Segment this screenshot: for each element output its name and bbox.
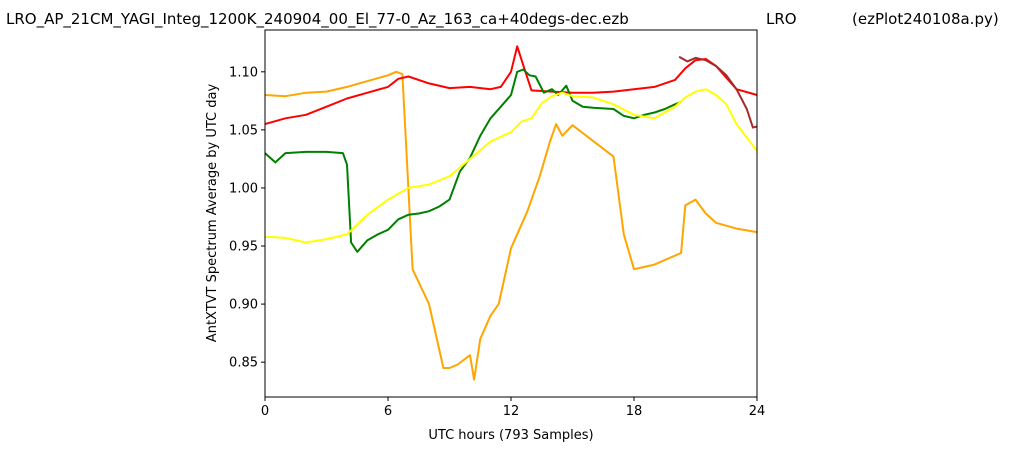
series-line-2 bbox=[264, 68, 682, 253]
y-tick-label: 0.90 bbox=[229, 298, 258, 313]
y-tick-label: 1.05 bbox=[229, 123, 258, 138]
y-tick-label: 1.10 bbox=[229, 65, 258, 80]
x-tick-label: 18 bbox=[626, 404, 643, 419]
plot-area bbox=[264, 45, 758, 381]
y-tick-label: 0.95 bbox=[229, 240, 258, 255]
y-axis-ticks: 0.85 0.90 0.95 1.00 1.05 1.10 bbox=[229, 65, 265, 371]
x-tick-label: 0 bbox=[261, 404, 269, 419]
x-axis-label: UTC hours (793 Samples) bbox=[428, 428, 593, 443]
x-tick-label: 24 bbox=[749, 404, 766, 419]
y-tick-label: 0.85 bbox=[229, 356, 258, 371]
series-line-4 bbox=[678, 55, 758, 129]
plot-frame bbox=[264, 29, 758, 398]
y-axis-label: AntXTVT Spectrum Average by UTC day bbox=[205, 84, 220, 343]
series-line-3 bbox=[264, 88, 758, 244]
file-title: LRO_AP_21CM_YAGI_Integ_1200K_240904_00_E… bbox=[6, 10, 629, 29]
program-label: (ezPlot240108a.py) bbox=[852, 10, 999, 28]
series-line-0 bbox=[264, 70, 758, 381]
object-label: LRO bbox=[766, 10, 797, 28]
y-tick-label: 1.00 bbox=[229, 181, 258, 196]
x-tick-label: 6 bbox=[384, 404, 392, 419]
x-axis-ticks: 0 6 12 18 24 bbox=[261, 397, 765, 419]
x-tick-label: 12 bbox=[503, 404, 520, 419]
series-line-1 bbox=[264, 45, 758, 126]
